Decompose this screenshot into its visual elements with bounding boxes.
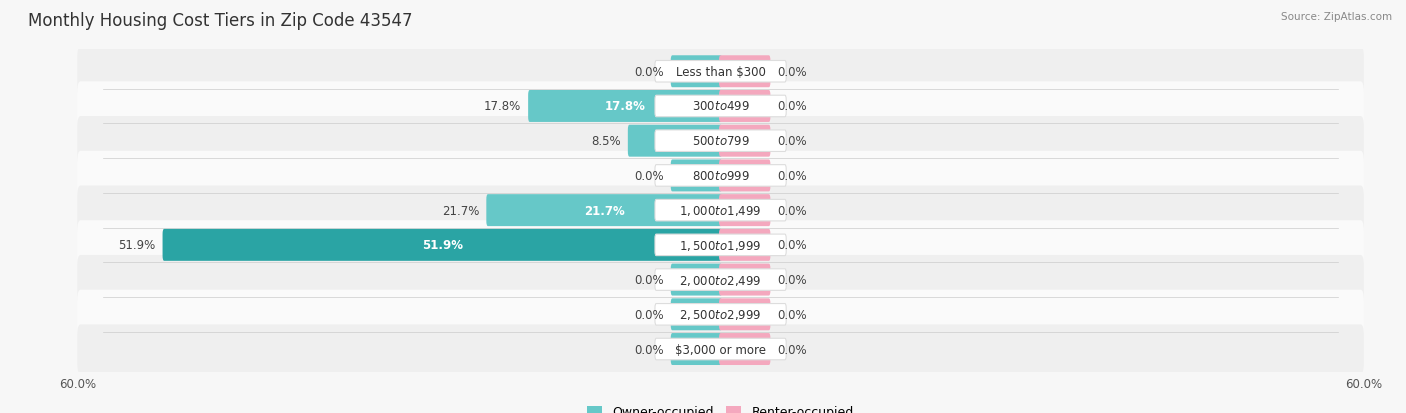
FancyBboxPatch shape — [77, 221, 1364, 270]
Legend: Owner-occupied, Renter-occupied: Owner-occupied, Renter-occupied — [582, 401, 859, 413]
FancyBboxPatch shape — [671, 299, 723, 330]
Text: 51.9%: 51.9% — [118, 239, 156, 252]
Text: $300 to $499: $300 to $499 — [692, 100, 749, 113]
FancyBboxPatch shape — [655, 96, 786, 117]
Text: 0.0%: 0.0% — [778, 239, 807, 252]
FancyBboxPatch shape — [718, 299, 770, 330]
FancyBboxPatch shape — [671, 56, 723, 88]
Text: $500 to $799: $500 to $799 — [692, 135, 749, 148]
FancyBboxPatch shape — [655, 165, 786, 187]
FancyBboxPatch shape — [77, 255, 1364, 304]
FancyBboxPatch shape — [529, 91, 723, 123]
Text: 51.9%: 51.9% — [422, 239, 463, 252]
FancyBboxPatch shape — [77, 117, 1364, 166]
Text: 0.0%: 0.0% — [778, 169, 807, 183]
FancyBboxPatch shape — [718, 333, 770, 365]
FancyBboxPatch shape — [77, 186, 1364, 235]
Text: $2,000 to $2,499: $2,000 to $2,499 — [679, 273, 762, 287]
FancyBboxPatch shape — [77, 290, 1364, 339]
Text: 21.7%: 21.7% — [583, 204, 624, 217]
Text: 8.5%: 8.5% — [592, 135, 621, 148]
Text: 0.0%: 0.0% — [634, 273, 664, 286]
Text: $3,000 or more: $3,000 or more — [675, 343, 766, 356]
FancyBboxPatch shape — [671, 264, 723, 296]
Text: 0.0%: 0.0% — [778, 135, 807, 148]
FancyBboxPatch shape — [655, 62, 786, 83]
FancyBboxPatch shape — [718, 195, 770, 227]
Text: 17.8%: 17.8% — [605, 100, 645, 113]
Text: 17.8%: 17.8% — [484, 100, 522, 113]
FancyBboxPatch shape — [77, 325, 1364, 374]
FancyBboxPatch shape — [655, 235, 786, 256]
FancyBboxPatch shape — [655, 131, 786, 152]
Text: 0.0%: 0.0% — [634, 66, 664, 78]
Text: 0.0%: 0.0% — [634, 343, 664, 356]
FancyBboxPatch shape — [655, 200, 786, 221]
Text: Monthly Housing Cost Tiers in Zip Code 43547: Monthly Housing Cost Tiers in Zip Code 4… — [28, 12, 412, 30]
Text: 0.0%: 0.0% — [634, 169, 664, 183]
Text: $800 to $999: $800 to $999 — [692, 169, 749, 183]
Text: 0.0%: 0.0% — [778, 66, 807, 78]
Text: 0.0%: 0.0% — [778, 343, 807, 356]
FancyBboxPatch shape — [77, 82, 1364, 131]
Text: 21.7%: 21.7% — [441, 204, 479, 217]
FancyBboxPatch shape — [655, 269, 786, 291]
FancyBboxPatch shape — [163, 229, 723, 261]
FancyBboxPatch shape — [718, 56, 770, 88]
FancyBboxPatch shape — [671, 333, 723, 365]
Text: 0.0%: 0.0% — [778, 308, 807, 321]
Text: $2,500 to $2,999: $2,500 to $2,999 — [679, 308, 762, 322]
Text: 0.0%: 0.0% — [778, 100, 807, 113]
FancyBboxPatch shape — [655, 338, 786, 360]
FancyBboxPatch shape — [486, 195, 723, 227]
FancyBboxPatch shape — [655, 304, 786, 325]
FancyBboxPatch shape — [77, 47, 1364, 97]
Text: Source: ZipAtlas.com: Source: ZipAtlas.com — [1281, 12, 1392, 22]
FancyBboxPatch shape — [77, 152, 1364, 201]
Text: $1,000 to $1,499: $1,000 to $1,499 — [679, 204, 762, 218]
Text: $1,500 to $1,999: $1,500 to $1,999 — [679, 238, 762, 252]
Text: 0.0%: 0.0% — [778, 273, 807, 286]
Text: 0.0%: 0.0% — [778, 204, 807, 217]
FancyBboxPatch shape — [628, 126, 723, 157]
FancyBboxPatch shape — [718, 160, 770, 192]
FancyBboxPatch shape — [718, 229, 770, 261]
Text: Less than $300: Less than $300 — [676, 66, 765, 78]
FancyBboxPatch shape — [718, 126, 770, 157]
Text: 0.0%: 0.0% — [634, 308, 664, 321]
FancyBboxPatch shape — [671, 160, 723, 192]
FancyBboxPatch shape — [718, 264, 770, 296]
FancyBboxPatch shape — [718, 91, 770, 123]
